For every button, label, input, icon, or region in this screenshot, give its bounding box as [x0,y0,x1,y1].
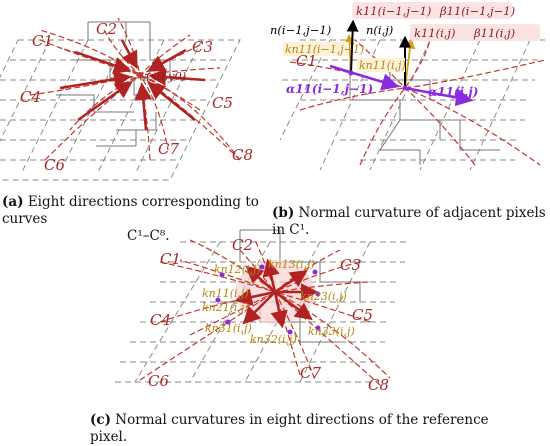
panel-c-caption-prefix: (c) [90,412,111,428]
panel-b: k11(i−1,j−1) β11(i−1,j−1) k11(i,j) β11(i… [270,2,546,171]
panel-a-center-label: (x0,y0) [146,69,186,83]
panel-a-curve-label-7: C7 [158,140,179,158]
panel-c-curve-label-4: C4 [150,311,171,329]
panel-a-curve-label-5: C5 [212,94,233,112]
panel-c-curve-label-7: C7 [300,364,321,382]
panel-a-arrows [59,39,206,131]
panel-c-kn33: kn33(i,j) [308,325,355,338]
panel-b-k-prev: k11(i−1,j−1) [356,4,431,18]
panel-b-point-cur [402,85,408,91]
panel-b-caption-text: Normal curvature of adjacent pixels in C… [272,205,546,238]
panel-b-beta-cur: β11(i,j) [473,26,515,40]
panel-b-normal-prev [346,19,359,74]
panel-b-kn-cur-box [357,58,405,72]
panel-b-normal-prev-label: n(i−1,j−1) [270,23,331,37]
panel-c-kn31: kn31(i,j) [205,322,252,335]
panel-c-kn23: kn23(i,j) [300,290,347,303]
panel-b-kn-cur: kn11(i,j) [359,59,406,72]
panel-c-kn11: kn11(i,j) [202,287,249,300]
panel-c-caption-text: Normal curvatures in eight directions of… [90,412,489,445]
panel-a-curve-label-3: C3 [192,38,213,56]
panel-c-curve-label-3: C3 [340,256,361,274]
panel-a-caption-text: Eight directions corresponding to curves [2,194,259,227]
panel-b-k-prev-box [352,2,512,19]
panel-c-kn32: kn32(i,j) [250,333,297,346]
panel-c-curve-label-8: C8 [368,376,389,394]
panel-a: (x0,y0) C1 C2 C3 C4 C5 C6 C7 C8 [0,17,253,181]
panel-a-curve-label-8: C8 [232,146,253,164]
panel-a-caption: (a) Eight directions corresponding to cu… [2,194,272,245]
panel-b-beta-prev: β11(i−1,j−1) [439,4,515,18]
panel-a-caption-text2: C¹–C⁸. [127,228,170,244]
panel-c-curve-label-1: C1 [160,250,181,268]
panel-b-alpha-prev-arrow [329,64,400,91]
panel-b-k-cur: k11(i,j) [414,26,455,40]
panel-b-normal-cur-label: n(i,j) [366,23,393,37]
panel-a-curve-label-2: C2 [96,20,117,38]
panel-b-alpha-prev: α11(i−1,j−1) [286,82,373,96]
panel-b-curve-label: C1 [296,52,317,70]
panel-b-curves [289,39,546,166]
panel-a-curve-label-1: C1 [32,32,53,50]
panel-b-point-prev [348,70,354,76]
panel-c-caption: (c) Normal curvatures in eight direction… [90,412,530,446]
panel-c-curve-label-2: C2 [232,236,253,254]
panel-c: C1 C2 C3 C4 C5 C6 C7 C8 kn12(i,j) kn13(i… [115,229,410,394]
panel-c-curve-label-6: C6 [148,372,169,390]
panel-a-center-point [137,72,143,78]
panel-c-kn21: kn21(i,j) [202,301,249,314]
panel-c-points [215,264,321,335]
panel-b-k-cur-box [410,24,540,41]
panel-b-caption: (b) Normal curvature of adjacent pixels … [272,205,550,239]
panel-c-kn13: kn13(i,j) [268,258,315,271]
panel-c-kn12: kn12(i,j) [214,263,261,276]
panel-a-curve-label-4: C4 [20,88,41,106]
panel-b-kn-prev: kn11(i−1,j−1) [285,43,364,56]
panel-b-kn-prev-box [283,42,349,56]
panel-c-curve-label-5: C5 [352,306,373,324]
panel-c-arrows [234,258,319,329]
panel-a-caption-prefix: (a) [2,194,24,210]
panel-a-curve-label-6: C6 [44,156,65,174]
panel-b-alpha-cur: α11(i,j) [428,85,478,99]
panel-b-alpha-cur-arrow [404,86,474,107]
panel-b-caption-prefix: (b) [272,205,295,221]
